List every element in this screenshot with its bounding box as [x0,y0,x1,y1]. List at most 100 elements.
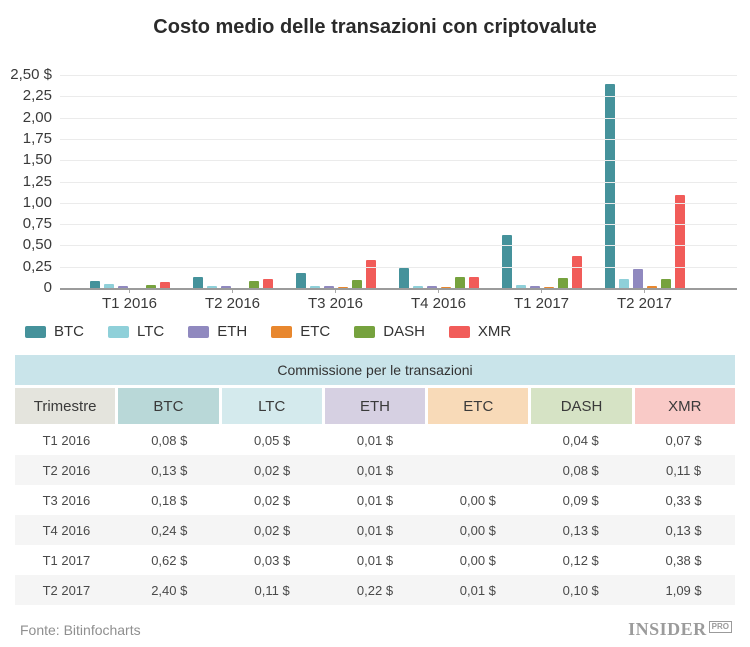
table-cell: 0,04 $ [562,432,599,448]
legend-swatch-etc [271,325,293,338]
table-cell: 0,12 $ [562,552,599,568]
table-cell: 0,01 $ [356,522,394,538]
table-cell: 0,02 $ [254,492,291,508]
gridline [60,75,737,76]
table-cell: 0,11 $ [254,582,290,598]
y-tick-label: 0,75 [22,215,52,233]
table-cell: 0,18 $ [151,492,188,508]
x-tick-slot [181,288,284,293]
x-axis-label: T2 2017 [616,295,673,312]
x-tick-mark [335,288,336,293]
insiderpro-logo: INSIDER PRO [628,619,732,640]
row-label: T2 2016 [42,462,91,478]
table-cell: 0,05 $ [254,432,291,448]
column-header-ltc: LTC [221,388,322,424]
chart-title: Costo medio delle transazioni con cripto… [153,16,597,38]
legend-swatch-xmr [448,325,470,338]
column-header-btc: BTC [118,388,219,424]
legend-item-btc: BTC [25,323,84,340]
table-cell: 0,00 $ [459,552,496,568]
bar-dash [454,277,465,288]
table-cell: 0,11 $ [665,462,702,478]
legend-label: ETC [300,323,331,340]
y-tick-label: 2,50 $ [10,66,52,83]
x-tick-mark [438,288,439,293]
chart-legend: BTC LTC ETH ETC DASH XMR [25,323,511,340]
legend-label: LTC [137,323,165,340]
x-axis-label: T2 2016 [204,295,261,312]
table-title: Commissione per le transazioni [15,355,735,385]
table-row: T4 2016 0,24 $ 0,02 $ 0,01 $ 0,00 $ 0,13 $ 0,1… [15,515,735,545]
bar-eth [426,286,437,288]
table-cell: 0,33 $ [665,492,702,508]
legend-item-etc: ETC [271,323,330,340]
bar-etc [440,287,451,288]
bar-ltc [103,284,114,288]
x-tick-mark [644,288,645,293]
table-cell: 0,08 $ [151,432,188,448]
table-row: T2 2017 2,40 $ 0,11 $ 0,22 $ 0,01 $ 0,10 $ 1,0… [15,575,735,605]
gridline [60,202,737,204]
x-tick-slot [593,288,696,293]
gridline [60,224,737,226]
legend-label: ETH [217,323,248,340]
table-cell: 0,01 $ [356,462,394,478]
x-tick-mark [232,288,233,293]
bar-chart-plot [60,75,737,293]
bar-xmr [468,277,479,288]
table-body: T1 2016 0,08 $ 0,05 $ 0,01 $ 0,04 $ 0,07 $ T2 … [15,425,735,605]
bar-group [593,75,696,288]
x-tick-mark [541,288,542,293]
column-header-eth: ETH [324,388,426,424]
table-cell: 0,01 $ [356,552,394,568]
bar-eth [220,286,231,288]
table-cell: 0,10 $ [562,582,599,598]
legend-swatch-eth [188,325,210,338]
legend-item-eth: ETH [188,323,247,340]
gridline [60,266,737,268]
table-row: T3 2016 0,18 $ 0,02 $ 0,01 $ 0,00 $ 0,09 $ 0,3… [15,485,735,515]
bar-dash [248,281,259,288]
y-tick-label: 0,25 [22,257,52,275]
y-tick-label: 0 [43,279,52,296]
gridline [60,181,737,183]
column-header-trimestre: Trimestre [15,388,116,424]
legend-label: DASH [383,323,425,340]
gridline [60,138,737,140]
bar-xmr [674,195,685,288]
bar-btc [295,273,306,288]
y-tick-label: 2,00 [22,108,52,126]
bar-btc [398,268,409,288]
fees-table: Commissione per le transazioni Trimestre… [15,355,735,605]
column-header-etc: ETC [428,388,529,424]
legend-item-ltc: LTC [108,323,164,340]
table-cell: 0,13 $ [665,522,702,538]
bar-ltc [412,286,423,288]
y-tick-label: 1,00 [22,193,52,211]
bar-xmr [159,282,170,288]
row-label: T3 2016 [42,492,91,508]
table-cell [426,425,529,455]
table-cell: 0,02 $ [254,522,291,538]
table-cell: 0,22 $ [356,582,394,598]
table-row: T1 2017 0,62 $ 0,03 $ 0,01 $ 0,00 $ 0,12 $ 0,3… [15,545,735,575]
column-header-dash: DASH [531,388,632,424]
table-row: T2 2016 0,13 $ 0,02 $ 0,01 $ 0,08 $ 0,11 $ [15,455,735,485]
table-cell [426,455,529,485]
bar-ltc [206,286,217,288]
table-cell: 0,03 $ [254,552,291,568]
row-label: T1 2017 [42,552,91,568]
gridline [60,245,737,247]
legend-swatch-ltc [108,325,129,338]
y-tick-label: 0,50 [22,236,52,254]
y-tick-label: 1,75 [22,129,52,147]
bar-eth [632,269,643,288]
x-tick-slot [284,288,387,293]
source-note: Fonte: Bitinfocharts [20,622,141,638]
legend-label: XMR [477,323,512,340]
bar-xmr [262,279,273,288]
bar-eth [117,286,128,288]
x-axis-ticks [78,288,696,293]
bar-ltc [618,279,629,288]
